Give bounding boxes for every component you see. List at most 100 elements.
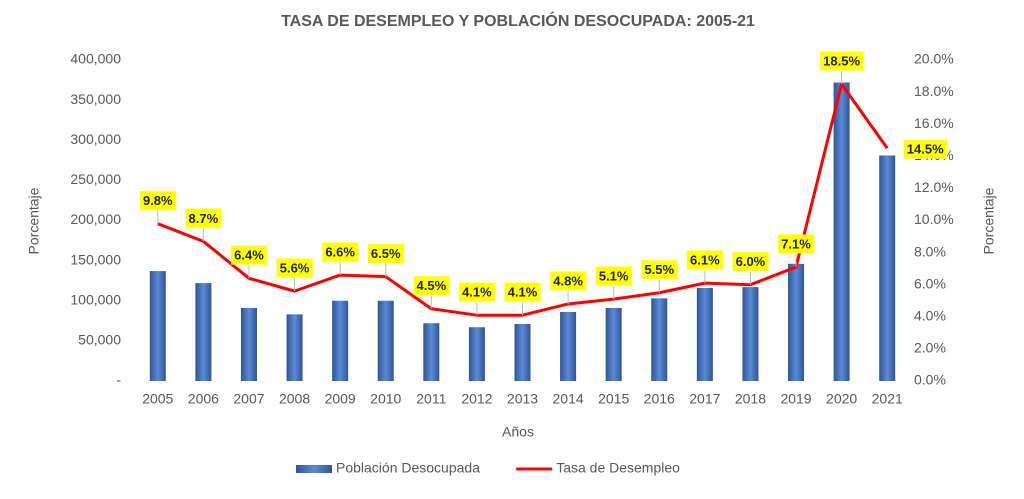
data-label-box xyxy=(595,266,632,286)
y2-tick-label: 4.0% xyxy=(914,308,946,324)
bar xyxy=(605,307,622,381)
x-tick-label: 2013 xyxy=(507,391,538,407)
y2-tick-label: 10.0% xyxy=(914,211,954,227)
y-tick-label: - xyxy=(116,372,121,388)
data-label-text: 4.5% xyxy=(417,278,447,293)
bar xyxy=(423,323,440,381)
y-tick-label: 250,000 xyxy=(70,171,121,187)
data-label: 6.1% xyxy=(687,250,724,284)
x-tick-label: 2006 xyxy=(188,391,219,407)
data-label: 9.8% xyxy=(139,191,177,224)
data-label-box xyxy=(139,191,177,211)
x-tick-label: 2018 xyxy=(735,391,766,407)
bar xyxy=(286,314,303,381)
data-label-box xyxy=(185,208,222,228)
bar xyxy=(788,263,805,381)
legend-swatch xyxy=(296,465,332,473)
data-label-box xyxy=(459,282,496,302)
x-tick-label: 2012 xyxy=(461,391,492,407)
x-tick-label: 2017 xyxy=(689,391,720,407)
data-label-text: 5.5% xyxy=(644,262,674,277)
data-label-text: 6.4% xyxy=(234,248,264,263)
data-label: 6.6% xyxy=(322,242,359,276)
y-axis-title: Porcentaje xyxy=(26,187,42,254)
x-tick-label: 2014 xyxy=(553,391,584,407)
y-tick-label: 200,000 xyxy=(70,211,121,227)
data-label-text: 4.1% xyxy=(462,285,492,300)
y2-tick-label: 12.0% xyxy=(914,179,954,195)
x-tick-label: 2010 xyxy=(370,391,401,407)
data-label: 14.5% xyxy=(903,139,948,159)
legend-label: Tasa de Desempleo xyxy=(556,460,680,476)
data-label: 5.1% xyxy=(595,266,632,300)
y-tick-label: 350,000 xyxy=(70,91,121,107)
data-label-box xyxy=(413,276,450,296)
data-label-text: 18.5% xyxy=(823,54,860,69)
data-label-box xyxy=(732,252,769,272)
data-label-text: 6.1% xyxy=(690,253,720,268)
x-axis-title: Años xyxy=(502,424,534,440)
data-label-text: 14.5% xyxy=(907,142,944,157)
data-label-box xyxy=(687,250,724,270)
y-tick-label: 100,000 xyxy=(70,291,121,307)
y2-tick-label: 20.0% xyxy=(914,51,954,67)
data-label: 4.1% xyxy=(504,282,541,316)
line xyxy=(157,82,889,317)
bar xyxy=(377,300,394,381)
data-label: 18.5% xyxy=(820,51,864,85)
bar xyxy=(696,287,713,381)
y-tick-label: 50,000 xyxy=(78,332,121,348)
x-tick-label: 2005 xyxy=(142,391,173,407)
y2-tick-label: 0.0% xyxy=(914,372,946,388)
bar xyxy=(240,307,257,381)
x-tick-label: 2008 xyxy=(279,391,310,407)
x-tick-label: 2015 xyxy=(598,391,629,407)
data-label-text: 8.7% xyxy=(189,211,219,226)
data-label-text: 7.1% xyxy=(781,236,811,251)
bar xyxy=(833,82,850,381)
bar xyxy=(651,298,668,381)
bar xyxy=(514,324,531,381)
y2-axis-title: Porcentaje xyxy=(981,187,997,254)
y2-tick-label: 2.0% xyxy=(914,340,946,356)
x-tick-label: 2020 xyxy=(826,391,857,407)
data-label: 6.5% xyxy=(367,244,404,277)
data-label: 8.7% xyxy=(185,208,222,242)
data-label-text: 6.0% xyxy=(736,254,766,269)
x-tick-label: 2007 xyxy=(233,391,264,407)
data-label-text: 9.8% xyxy=(143,193,173,208)
data-label: 4.1% xyxy=(459,282,496,316)
data-label: 6.0% xyxy=(732,252,769,285)
data-label-text: 4.1% xyxy=(508,285,538,300)
chart-title: TASA DE DESEMPLEO Y POBLACIÓN DESOCUPADA… xyxy=(281,11,755,30)
bar xyxy=(149,271,166,381)
data-label-box xyxy=(903,139,948,159)
data-label-box xyxy=(231,245,268,265)
data-label: 4.5% xyxy=(413,276,450,309)
data-label: 5.6% xyxy=(276,258,313,292)
data-label: 4.8% xyxy=(550,271,587,304)
data-label-text: 5.6% xyxy=(280,261,310,276)
y-tick-label: 150,000 xyxy=(70,251,121,267)
data-label: 7.1% xyxy=(778,234,815,268)
x-tick-label: 2009 xyxy=(325,391,356,407)
data-label: 5.5% xyxy=(641,260,678,293)
bar xyxy=(468,327,485,381)
data-label-text: 6.5% xyxy=(371,246,401,261)
data-label-text: 4.8% xyxy=(553,273,583,288)
bar xyxy=(879,155,896,381)
legend-label: Población Desocupada xyxy=(336,460,480,476)
x-tick-label: 2016 xyxy=(644,391,675,407)
bar xyxy=(742,287,759,381)
data-label-box xyxy=(367,244,404,264)
data-label: 6.4% xyxy=(231,245,268,279)
data-label-box xyxy=(276,258,313,278)
y2-tick-label: 8.0% xyxy=(914,243,946,259)
data-label-text: 5.1% xyxy=(599,269,629,284)
y2-tick-label: 18.0% xyxy=(914,83,954,99)
data-label-box xyxy=(504,282,541,302)
data-label-box xyxy=(322,242,359,262)
bar xyxy=(560,311,577,381)
data-label-box xyxy=(550,271,587,291)
